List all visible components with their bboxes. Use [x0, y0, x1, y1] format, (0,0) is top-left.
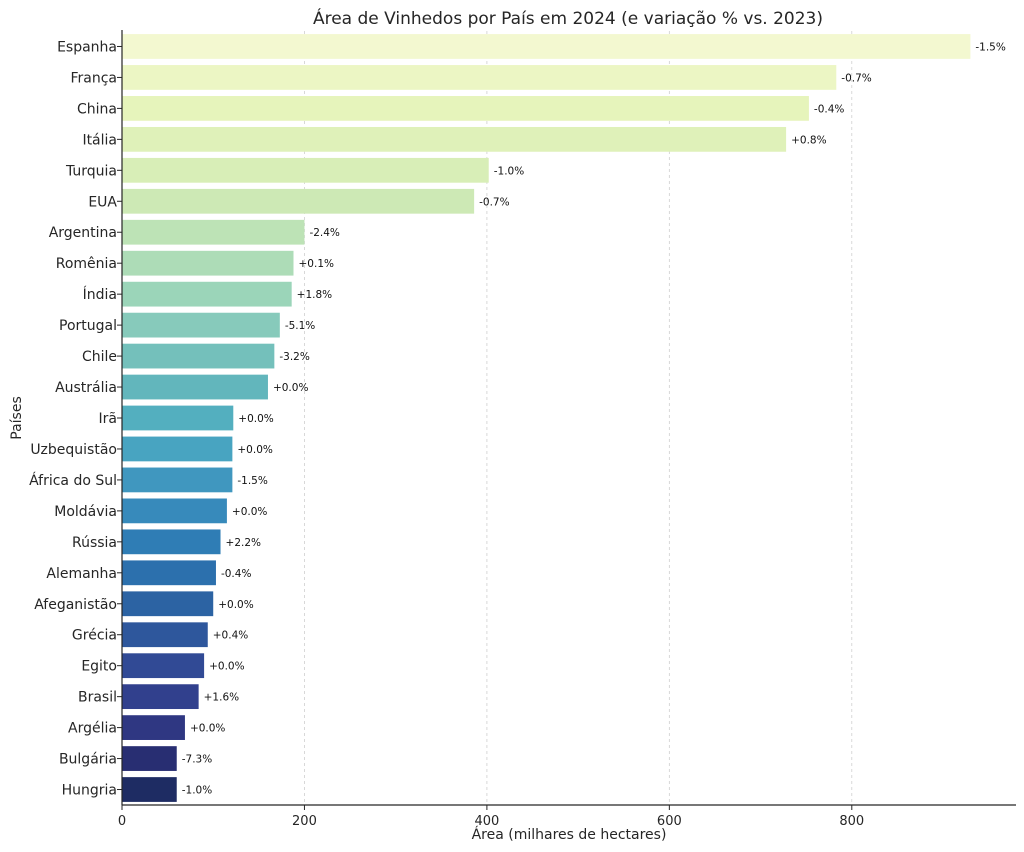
- bar-value-label: +0.1%: [299, 258, 334, 270]
- y-tick-label: Portugal: [59, 318, 117, 334]
- y-tick-label: Argélia: [68, 721, 117, 737]
- bar: [122, 715, 185, 740]
- y-tick-label: EUA: [88, 194, 117, 210]
- bar-value-label: -7.3%: [182, 754, 212, 766]
- bar-value-label: +1.6%: [204, 692, 239, 704]
- bar-value-label: -1.0%: [494, 165, 524, 177]
- x-axis-label: Área (milhares de hectares): [472, 826, 667, 843]
- bar: [122, 188, 475, 214]
- y-tick-label: Brasil: [78, 690, 117, 706]
- y-tick-label: França: [70, 70, 117, 86]
- bar-value-label: +0.0%: [218, 599, 253, 611]
- y-tick-label: Grécia: [72, 628, 117, 644]
- bar-value-label: +0.8%: [791, 134, 826, 146]
- y-tick-label: Espanha: [57, 39, 117, 55]
- bar: [122, 560, 216, 586]
- x-tick-label: 600: [657, 814, 682, 829]
- bar: [122, 374, 268, 400]
- bar: [122, 126, 787, 152]
- bar: [122, 96, 809, 121]
- y-axis-label: Países: [9, 396, 25, 439]
- bar: [122, 777, 177, 802]
- bar-value-label: +0.0%: [209, 661, 244, 673]
- y-tick-label: Uzbequistão: [30, 442, 117, 458]
- y-tick-label: Alemanha: [46, 566, 117, 582]
- bar: [122, 405, 234, 431]
- y-tick-label: Bulgária: [59, 752, 117, 768]
- bar: [122, 684, 199, 710]
- bar-value-label: +0.4%: [213, 630, 248, 642]
- y-tick-label: Afeganistão: [34, 597, 117, 613]
- bar-value-label: +1.8%: [297, 289, 332, 301]
- bar: [122, 498, 227, 524]
- bar-value-label: -1.0%: [182, 785, 212, 797]
- x-tick-label: 800: [839, 814, 864, 829]
- bar-value-label: +0.0%: [190, 723, 225, 735]
- y-tick-label: China: [77, 101, 117, 117]
- y-tick-label: Hungria: [62, 783, 117, 799]
- y-tick-label: Rússia: [72, 535, 117, 551]
- bar-value-label: -0.7%: [841, 72, 871, 84]
- bar-value-label: -5.1%: [285, 320, 315, 332]
- bar: [122, 622, 208, 648]
- bar: [122, 343, 275, 369]
- bar-value-label: +0.0%: [232, 506, 267, 518]
- bar: [122, 250, 294, 276]
- y-tick-label: Irã: [99, 411, 117, 427]
- bar: [122, 591, 214, 617]
- bar: [122, 281, 292, 307]
- bar-value-label: +0.0%: [273, 382, 308, 394]
- x-tick-label: 200: [292, 814, 317, 829]
- y-tick-label: Moldávia: [54, 504, 117, 520]
- x-tick-label: 0: [118, 814, 126, 829]
- bar: [122, 219, 305, 245]
- bar-value-label: -3.2%: [279, 351, 309, 363]
- bar-value-label: +2.2%: [226, 537, 261, 549]
- bar-value-label: -1.5%: [237, 475, 267, 487]
- bar: [122, 34, 971, 59]
- bar: [122, 529, 221, 555]
- bar-value-labels: -1.5% -0.7% -0.4% +0.8% -1.0% -0.7% -2.4% +0.1%…: [182, 41, 1006, 796]
- bars: [122, 34, 971, 802]
- y-tick-label: Romênia: [56, 256, 117, 272]
- bar: [122, 467, 233, 493]
- y-tick-labels: Espanha França China Itália Turquia EUA Argent…: [29, 39, 122, 799]
- chart-title: Área de Vinhedos por País em 2024 (e var…: [313, 7, 823, 29]
- bar-value-label: -0.7%: [479, 196, 509, 208]
- bar-value-label: +0.0%: [238, 413, 273, 425]
- bar-value-label: -0.4%: [814, 103, 844, 115]
- y-tick-label: Egito: [81, 659, 117, 675]
- y-tick-label: Índia: [83, 286, 117, 303]
- y-tick-label: Argentina: [49, 225, 117, 241]
- bar: [122, 312, 280, 338]
- y-tick-label: Austrália: [55, 380, 117, 396]
- bar-value-label: +0.0%: [237, 444, 272, 456]
- bar: [122, 653, 205, 679]
- y-tick-label: África do Sul: [29, 472, 117, 489]
- y-tick-label: Turquia: [65, 163, 117, 179]
- bar-value-label: -2.4%: [309, 227, 339, 239]
- x-tick-label: 400: [474, 814, 499, 829]
- y-tick-label: Itália: [82, 132, 117, 148]
- bar: [122, 65, 837, 90]
- bar-value-label: -1.5%: [975, 41, 1005, 53]
- x-tick-labels: 0 200 400 600 800: [118, 805, 864, 829]
- bar: [122, 746, 177, 771]
- bar: [122, 436, 233, 462]
- bar-value-label: -0.4%: [221, 568, 251, 580]
- bar: [122, 157, 489, 183]
- y-tick-label: Chile: [82, 349, 117, 365]
